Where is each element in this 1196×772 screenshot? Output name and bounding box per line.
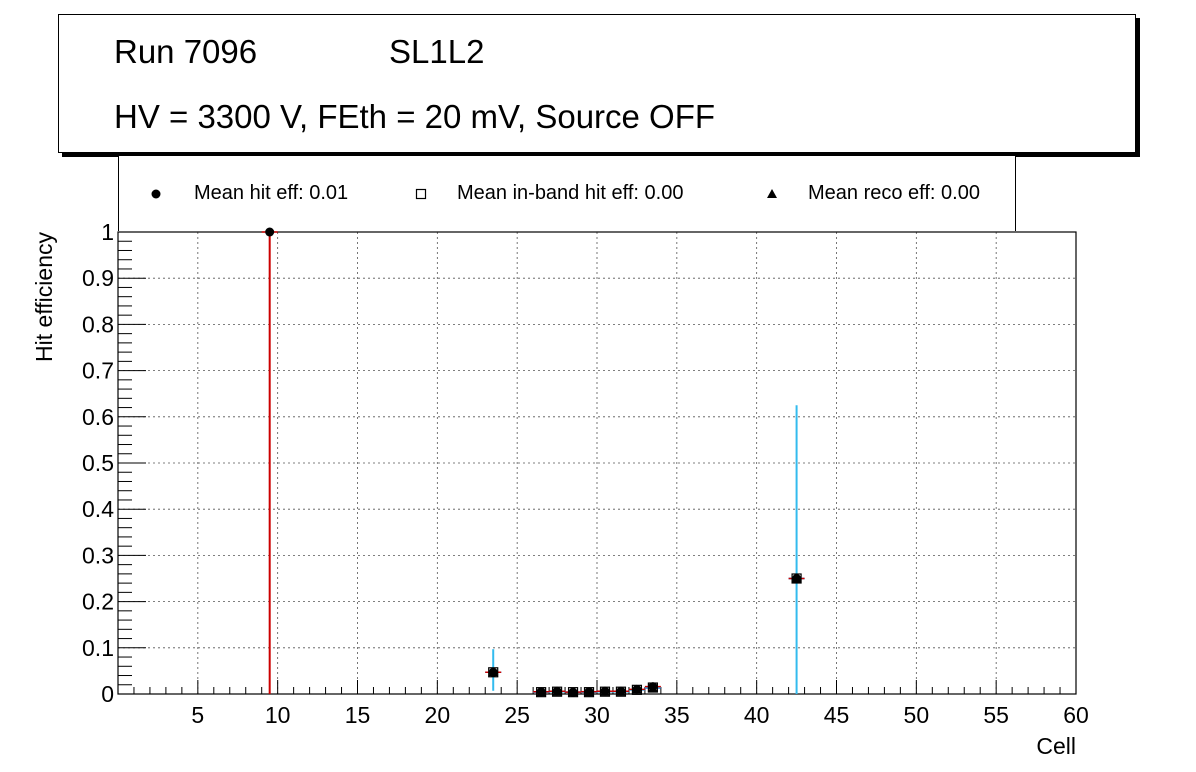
hit-marker bbox=[568, 687, 578, 697]
y-tick-label: 0.6 bbox=[82, 404, 114, 430]
run-label: Run 7096 bbox=[114, 33, 258, 70]
x-tick-label: 5 bbox=[191, 702, 204, 728]
y-tick-label: 0.5 bbox=[82, 450, 114, 476]
hit-marker bbox=[648, 682, 658, 692]
tick-labels: 5 10 15 20 25 30 35 40 45 50 55 60 0 0.1 0.2 0.3 0.4 0.5 0… bbox=[82, 219, 1089, 728]
legend-marker-filled-circle-icon bbox=[151, 189, 161, 199]
title-panel: Run 7096 SL1L2 HV = 3300 V, FEth = 20 mV… bbox=[58, 14, 1136, 153]
y-tick-label: 0.9 bbox=[82, 265, 114, 291]
x-axis-label: Cell bbox=[1036, 733, 1076, 759]
data-markers bbox=[265, 227, 802, 698]
x-tick-label: 35 bbox=[664, 702, 690, 728]
axis-ticks bbox=[118, 231, 1077, 695]
conditions-label: HV = 3300 V, FEth = 20 mV, Source OFF bbox=[114, 98, 716, 135]
legend-item-reco-eff: Mean reco eff: 0.00 bbox=[808, 182, 980, 204]
hit-marker bbox=[536, 687, 546, 697]
hit-marker bbox=[552, 686, 562, 696]
legend-item-inband-eff: Mean in-band hit eff: 0.00 bbox=[457, 182, 684, 204]
legend: Mean hit eff: 0.01 Mean in-band hit eff:… bbox=[118, 156, 1016, 231]
hit-marker bbox=[584, 687, 594, 697]
layer-label: SL1L2 bbox=[389, 33, 485, 70]
x-tick-label: 15 bbox=[345, 702, 371, 728]
y-tick-label: 1 bbox=[101, 219, 114, 245]
x-tick-label: 55 bbox=[983, 702, 1009, 728]
x-tick-label: 40 bbox=[744, 702, 770, 728]
x-tick-label: 45 bbox=[824, 702, 850, 728]
legend-marker-filled-triangle-icon bbox=[767, 189, 777, 198]
legend-item-hit-eff: Mean hit eff: 0.01 bbox=[194, 182, 349, 204]
x-tick-label: 30 bbox=[584, 702, 610, 728]
hit-marker bbox=[600, 686, 610, 696]
grid bbox=[118, 232, 1077, 694]
y-tick-label: 0.4 bbox=[82, 496, 114, 522]
x-tick-label: 60 bbox=[1063, 702, 1089, 728]
legend-marker-open-square-icon bbox=[415, 188, 427, 200]
hit-marker bbox=[616, 686, 626, 696]
y-tick-label: 0.3 bbox=[82, 542, 114, 568]
hit-marker bbox=[792, 574, 802, 583]
x-tick-label: 50 bbox=[904, 702, 930, 728]
y-tick-label: 0.2 bbox=[82, 589, 114, 615]
hit-marker bbox=[265, 227, 275, 237]
y-tick-label: 0.8 bbox=[82, 311, 114, 337]
hit-marker bbox=[488, 667, 498, 677]
y-axis-label: Hit efficiency bbox=[31, 232, 57, 362]
hit-marker bbox=[632, 684, 642, 694]
x-tick-label: 10 bbox=[265, 702, 291, 728]
y-tick-label: 0.7 bbox=[82, 358, 114, 384]
x-tick-label: 20 bbox=[425, 702, 451, 728]
y-tick-label: 0.1 bbox=[82, 635, 114, 661]
x-tick-label: 25 bbox=[504, 702, 530, 728]
y-tick-label: 0 bbox=[101, 681, 114, 707]
